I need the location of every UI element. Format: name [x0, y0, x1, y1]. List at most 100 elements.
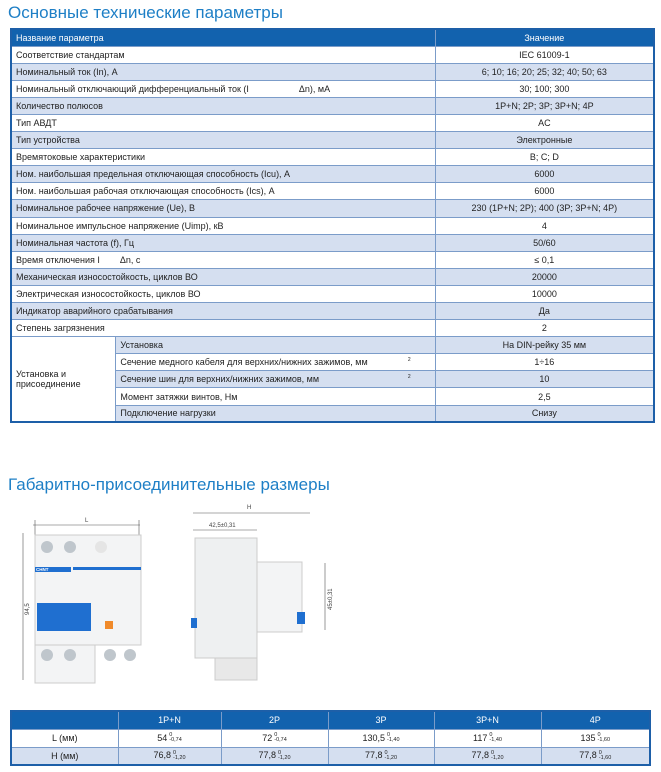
dim-value: 77,8 0 -1,20 — [433, 746, 542, 766]
table-row: Времятоковые характеристики B; C; D — [10, 148, 655, 167]
superscript: 2 — [407, 357, 411, 364]
breaker-side-drawing: H 42,5±0,31 45±0,31 — [191, 505, 334, 681]
table-row: Тип АВДТ AC — [10, 113, 655, 133]
param-name: Индикатор аварийного срабатывания — [10, 301, 436, 321]
params-title: Основные технические параметры — [8, 3, 283, 22]
tolerance: 0 -0,74 — [274, 732, 287, 744]
dim-nominal: 72 — [262, 732, 273, 743]
dim-value: 76,8 0 -1,20 — [117, 746, 222, 766]
dim-value: 54 0 -0,74 — [117, 728, 222, 748]
dim-value: 135 0 -1,60 — [540, 728, 651, 748]
dim-nominal: 135 — [580, 732, 596, 743]
dims-header: 3P+N — [433, 710, 542, 730]
dims-header: 3P — [327, 710, 435, 730]
table-row: Механическая износостойкость, циклов ВО 2… — [10, 267, 655, 286]
table-row: Электрическая износостойкость, циклов ВО… — [10, 284, 655, 304]
dim-value: 77,8 0 -1,20 — [220, 746, 329, 766]
param-value: 20000 — [434, 267, 655, 286]
param-value: 4 — [434, 216, 655, 235]
tolerance: 0 -1,40 — [489, 732, 502, 744]
table-row: Сечение медного кабеля для верхних/нижни… — [11, 353, 655, 372]
table-row: Номинальное рабочее напряжение (Ue), В 23… — [10, 199, 655, 218]
table-row: Ном. наибольшая рабочая отключающая спос… — [10, 182, 655, 201]
table-row: Номинальное импульсное напряжение (Uimp)… — [10, 216, 655, 235]
param-name: Электрическая износостойкость, циклов ВО — [10, 284, 436, 304]
param-value: 10000 — [434, 284, 655, 304]
param-name: Номинальное рабочее напряжение (Ue), В — [10, 199, 436, 218]
param-value: Электронные — [434, 131, 655, 150]
dim-value: 130,5 0 -1,40 — [327, 728, 435, 748]
table-row: Ном. наибольшая предельная отключающая с… — [10, 165, 655, 184]
table-row: Индикатор аварийного срабатывания Да — [10, 301, 655, 321]
H-label: H — [247, 505, 251, 511]
dim-45-label: 45±0,31 — [328, 588, 334, 610]
table-row: Количество полюсов 1P+N; 2P; 3P; 3P+N; 4P — [10, 96, 655, 115]
tolerance: 0 -1,20 — [490, 750, 504, 762]
sub-param-name: Установка — [115, 336, 436, 355]
param-value: 30; 100; 300 — [434, 79, 655, 98]
table-row: L (мм) 54 0 -0,74 72 0 -0,74 130,5 0 -1,40 117 0 -1,… — [10, 728, 651, 748]
dim-label: H (мм) — [10, 746, 119, 766]
dim-nominal: 77,8 — [471, 750, 489, 761]
param-value: 1P+N; 2P; 3P; 3P+N; 4P — [434, 96, 655, 115]
param-value: B; C; D — [434, 148, 655, 167]
dim-nominal: 76,8 — [153, 750, 171, 761]
param-value: 6000 — [434, 182, 655, 201]
sub-param-name: Момент затяжки винтов, Нм — [115, 387, 436, 406]
dim-nominal: 77,8 — [258, 750, 276, 761]
param-name: Механическая износостойкость, циклов ВО — [10, 267, 436, 286]
dim-nominal: 77,8 — [364, 750, 383, 761]
param-value: 6; 10; 16; 20; 25; 32; 40; 50; 63 — [434, 62, 655, 81]
dims-header: 4P — [540, 710, 651, 730]
param-name: Номинальная частота (f), Гц — [10, 233, 436, 252]
superscript: 2 — [407, 374, 411, 381]
param-value: Снизу — [434, 404, 655, 423]
dim-nominal: 130,5 — [362, 732, 385, 743]
group-label: Установка и присоединение — [10, 336, 117, 423]
header-param: Название параметра — [10, 28, 436, 47]
dim-value: 72 0 -0,74 — [220, 728, 329, 748]
dims-header: 1P+N — [117, 710, 222, 730]
param-value: 50/60 — [434, 233, 655, 252]
sub-param-name: Подключение нагрузки — [115, 404, 436, 423]
param-value: На DIN-рейку 35 мм — [434, 336, 655, 355]
param-value: AC — [434, 113, 655, 133]
table-row: Установка и присоединение Установка На DIN… — [10, 336, 655, 423]
table-row: Соответствие стандартам IEC 61009-1 — [10, 45, 655, 64]
dims-header: 2P — [220, 710, 329, 730]
param-name: Номинальный ток (In), А — [10, 62, 436, 81]
tolerance: 0 -1,20 — [384, 750, 398, 762]
param-value: ≤ 0,1 — [434, 250, 655, 269]
table-row: Подключение нагрузки Снизу — [11, 404, 655, 423]
dims-table: 1P+N 2P 3P 3P+N 4P L (мм) 54 0 -0,74 72 0 -0,74 130,… — [10, 710, 651, 766]
table-row: Номинальная частота (f), Гц 50/60 — [10, 233, 655, 252]
table-row: Тип устройства Электронные — [10, 131, 655, 150]
param-value: 2,5 — [434, 387, 655, 406]
sub-param-text: Момент затяжки винтов, Нм — [120, 391, 238, 402]
tolerance: 0 -0,74 — [169, 732, 182, 744]
dim-label: L (мм) — [10, 728, 119, 748]
param-name: Степень загрязнения — [10, 319, 436, 338]
tolerance: 0 -1,60 — [598, 750, 612, 762]
param-value: 230 (1P+N; 2P); 400 (3P; 3P+N; 4P) — [434, 199, 655, 218]
table-row: Время отключения I Δn, с ≤ 0,1 — [10, 250, 655, 269]
param-name: Соответствие стандартам — [10, 45, 436, 64]
dims-header — [10, 710, 119, 730]
param-name: Тип АВДТ — [10, 113, 436, 133]
param-name: Время отключения I Δn, с — [10, 250, 436, 269]
param-name: Времятоковые характеристики — [10, 148, 436, 167]
param-name: Количество полюсов — [10, 96, 436, 115]
param-value: 2 — [434, 319, 655, 338]
brand-logo: CHNT — [36, 567, 49, 572]
param-name: Номинальное импульсное напряжение (Uimp)… — [10, 216, 436, 235]
param-name: Ном. наибольшая предельная отключающая с… — [10, 165, 436, 184]
sub-param-text: Сечение шин для верхних/нижних зажимов, … — [120, 374, 320, 385]
dim-value: 117 0 -1,40 — [433, 728, 542, 748]
table-row: Сечение шин для верхних/нижних зажимов, … — [11, 370, 655, 389]
table-row: H (мм) 76,8 0 -1,20 77,8 0 -1,20 77,8 0 -1,20 77,8… — [10, 746, 651, 766]
tolerance: 0 -1,20 — [172, 750, 186, 762]
param-value: 10 — [434, 370, 655, 389]
tolerance: 0 -1,40 — [386, 732, 400, 744]
param-value: 6000 — [434, 165, 655, 184]
L-label: L — [85, 518, 89, 524]
